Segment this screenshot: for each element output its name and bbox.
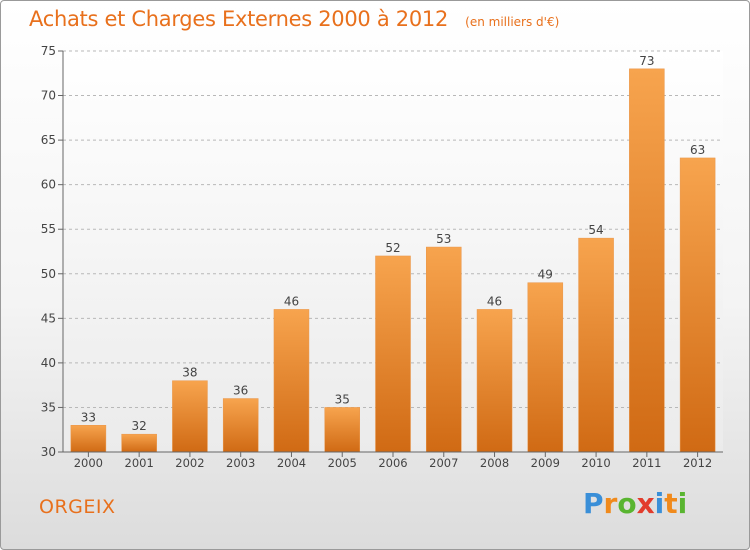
data-label-2012: 63 xyxy=(690,143,705,157)
axes: 30 35 40 45 50 55 60 65 70 75 2000 2001 2002 2003 2004… xyxy=(41,44,723,470)
x-tick-label-2007: 2007 xyxy=(429,456,458,470)
x-tick-label-2004: 2004 xyxy=(277,456,306,470)
data-label-2005: 35 xyxy=(335,392,350,406)
brand-letter: r xyxy=(603,487,618,520)
brand-letter: i xyxy=(677,487,688,520)
y-tick-label: 65 xyxy=(41,133,56,147)
bar-2010 xyxy=(578,237,614,453)
brand-letter: o xyxy=(617,487,637,520)
x-tick-label-2002: 2002 xyxy=(175,456,204,470)
bar-2005 xyxy=(324,407,360,453)
chart-title-block: Achats et Charges Externes 2000 à 2012 (… xyxy=(29,7,559,31)
data-label-2003: 36 xyxy=(233,384,248,398)
x-tick-label-2000: 2000 xyxy=(74,456,103,470)
brand-letter: t xyxy=(664,487,678,520)
data-label-2000: 33 xyxy=(81,410,96,424)
x-tick-label-2003: 2003 xyxy=(226,456,255,470)
data-label-2007: 53 xyxy=(436,232,451,246)
x-tick-label-2001: 2001 xyxy=(125,456,154,470)
y-tick-label: 75 xyxy=(41,44,56,58)
data-label-2006: 52 xyxy=(385,241,400,255)
bar-2001 xyxy=(121,433,157,453)
y-tick-label: 45 xyxy=(41,311,56,325)
y-tick-label: 30 xyxy=(41,445,56,459)
bar-2003 xyxy=(222,398,259,453)
y-tick-label: 50 xyxy=(41,267,56,281)
bar-2000 xyxy=(70,425,107,453)
town-name: ORGEIX xyxy=(39,496,116,518)
bar-2012 xyxy=(679,157,716,453)
bars: 33 32 38 36 46 35 52 53 46 49 54 73 63 xyxy=(70,54,716,453)
y-tick-label: 55 xyxy=(41,222,56,236)
y-tick-label: 60 xyxy=(41,178,56,192)
y-tick-label: 70 xyxy=(41,89,56,103)
brand-letter: x xyxy=(636,487,655,520)
data-label-2008: 46 xyxy=(487,294,502,308)
chart-unit: (en milliers d'€) xyxy=(465,15,560,29)
x-tick-label-2005: 2005 xyxy=(328,456,357,470)
brand-letter: P xyxy=(583,487,604,520)
bar-2009 xyxy=(527,282,564,453)
bar-2002 xyxy=(172,380,208,453)
x-tick-label-2012: 2012 xyxy=(683,456,712,470)
data-label-2004: 46 xyxy=(284,294,299,308)
chart-title: Achats et Charges Externes 2000 à 2012 xyxy=(29,7,449,31)
x-tick-label-2011: 2011 xyxy=(632,456,661,470)
bar-2008 xyxy=(476,309,513,453)
x-tick-label-2009: 2009 xyxy=(531,456,560,470)
x-tick-label-2006: 2006 xyxy=(378,456,407,470)
bar-2006 xyxy=(375,255,411,453)
proxiti-logo: Proxiti xyxy=(583,487,687,520)
data-label-2011: 73 xyxy=(639,54,654,68)
bar-2007 xyxy=(426,246,462,453)
bar-2011 xyxy=(629,68,665,453)
data-label-2002: 38 xyxy=(182,366,197,380)
bar-2004 xyxy=(273,309,310,453)
data-label-2010: 54 xyxy=(588,223,603,237)
x-tick-label-2010: 2010 xyxy=(581,456,610,470)
y-tick-label: 35 xyxy=(41,400,56,414)
y-tick-label: 40 xyxy=(41,356,56,370)
x-tick-label-2008: 2008 xyxy=(480,456,509,470)
brand-letter: i xyxy=(654,487,665,520)
data-label-2009: 49 xyxy=(538,268,553,282)
data-label-2001: 32 xyxy=(132,419,147,433)
